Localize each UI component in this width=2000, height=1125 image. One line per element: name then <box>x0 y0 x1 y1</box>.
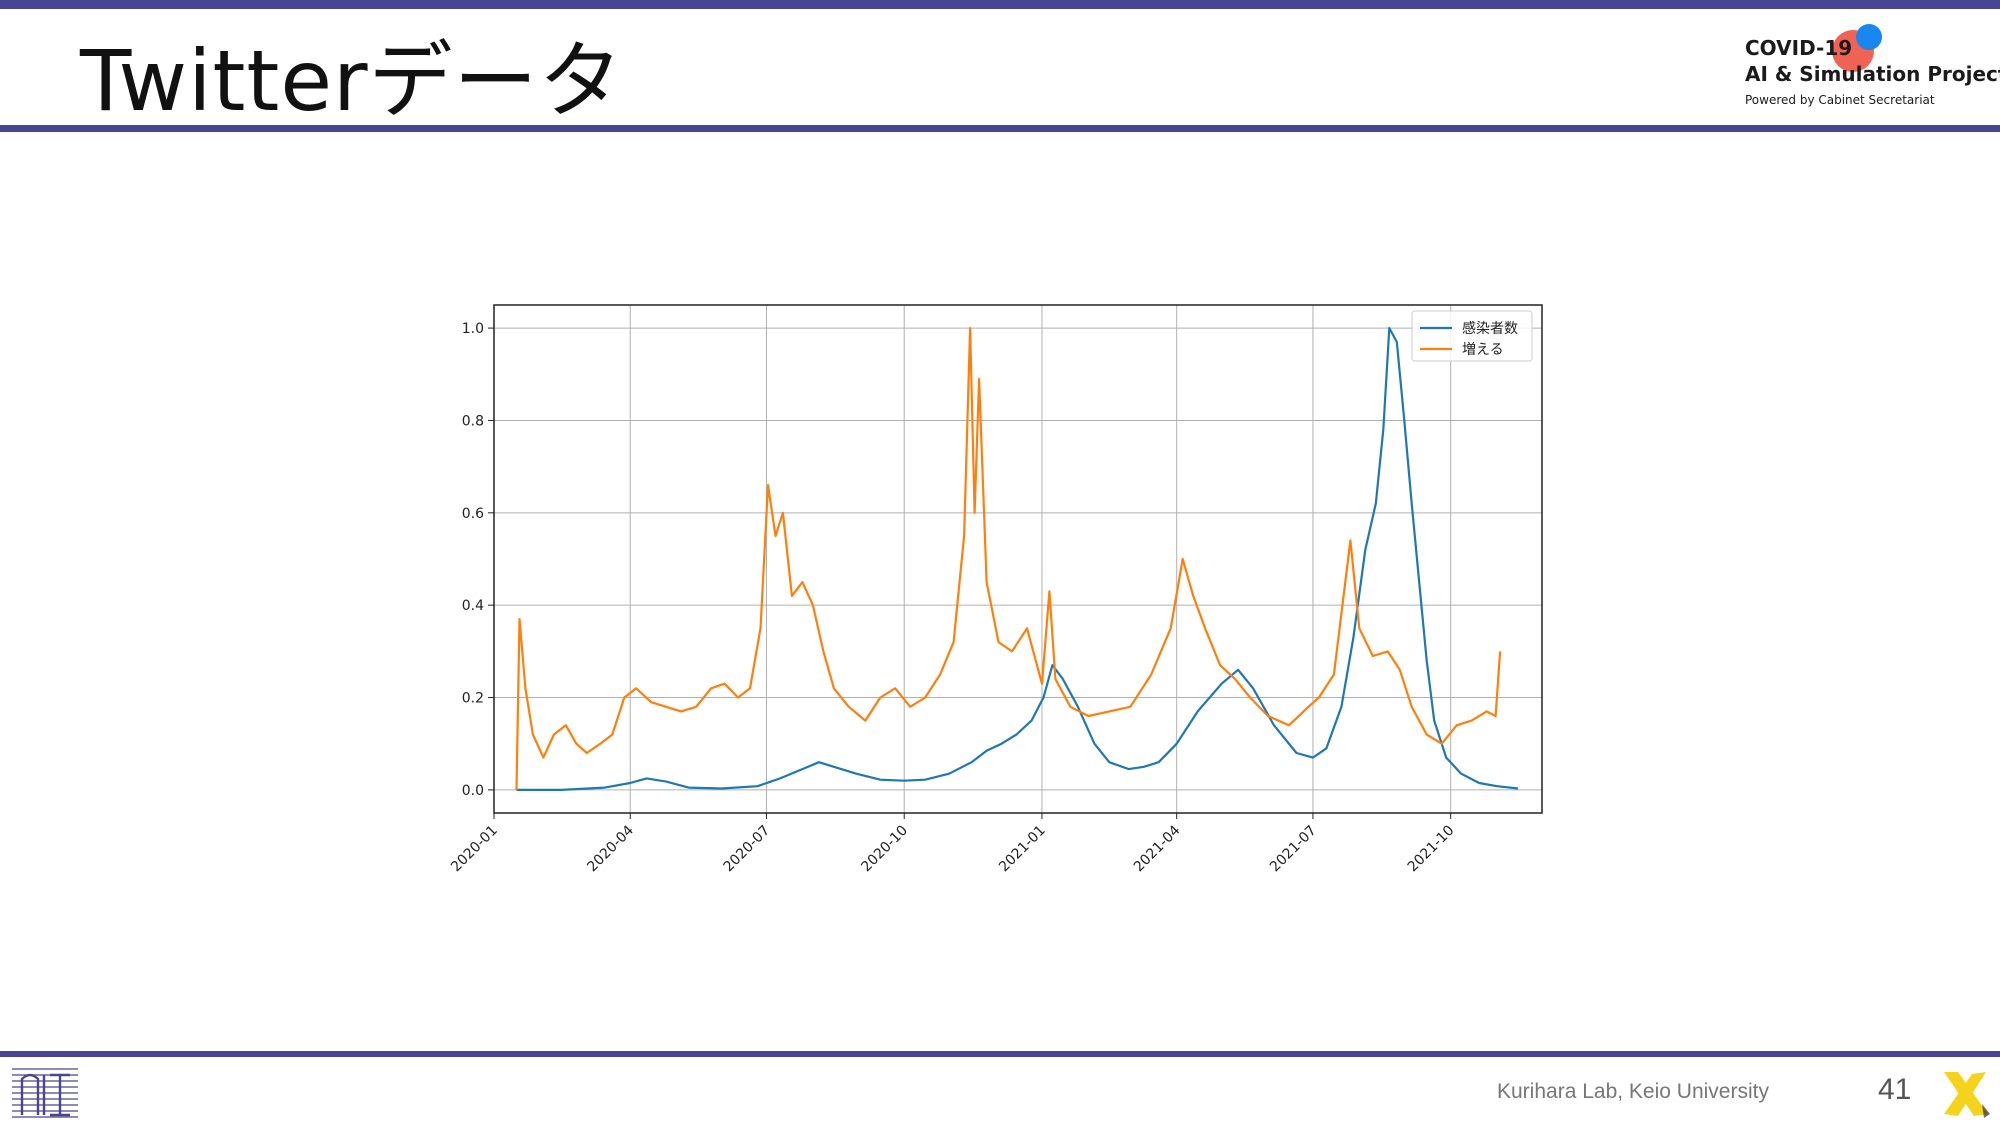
series-line-2 <box>515 327 1502 790</box>
logo-line-3: Powered by Cabinet Secretariat <box>1745 93 1935 107</box>
y-tick-label: 0.0 <box>462 783 484 799</box>
x-tick-label: 2020-10 <box>858 823 911 876</box>
header-rule <box>0 125 2000 132</box>
slide-title: Twitterデータ <box>80 32 624 130</box>
x-tick-label: 2020-04 <box>584 822 637 875</box>
y-tick-label: 1.0 <box>462 321 484 337</box>
y-tick-label: 0.2 <box>462 691 484 707</box>
legend-label: 感染者数 <box>1462 320 1518 337</box>
x-tick-label: 2021-01 <box>996 823 1049 876</box>
x-tick-label: 2021-04 <box>1131 822 1184 875</box>
lab-logo-icon <box>12 1068 78 1118</box>
x-tick-label: 2021-07 <box>1267 823 1320 876</box>
series-line-1 <box>516 327 1519 791</box>
x-tick-label: 2021-10 <box>1405 823 1458 876</box>
legend-label: 増える <box>1462 342 1504 358</box>
top-accent-bar <box>0 0 2000 9</box>
x-tick-label: 2020-07 <box>721 823 774 876</box>
logo-line-1: COVID-19 <box>1745 36 1853 60</box>
logo-blue-dot <box>1856 24 1882 50</box>
plot-frame <box>493 304 1543 814</box>
cross-logo-icon <box>1944 1072 1990 1118</box>
line-chart: 0.0 0.2 0.4 0.6 0.8 1.0 2020-01 2020-04 2020-07 2… <box>448 304 1543 876</box>
footer-credit: Kurihara Lab, Keio University <box>1497 1080 1769 1103</box>
y-tick-label: 0.8 <box>462 413 484 429</box>
x-tick-label: 2020-01 <box>448 823 501 876</box>
page-number: 41 <box>1878 1073 1912 1106</box>
footer-rule <box>0 1051 2000 1057</box>
logo-line-2: AI & Simulation Project <box>1745 62 2000 86</box>
y-tick-label: 0.6 <box>462 506 484 522</box>
y-tick-label: 0.4 <box>462 598 484 614</box>
project-logo: COVID-19 AI & Simulation Project Powered… <box>1745 22 2000 122</box>
